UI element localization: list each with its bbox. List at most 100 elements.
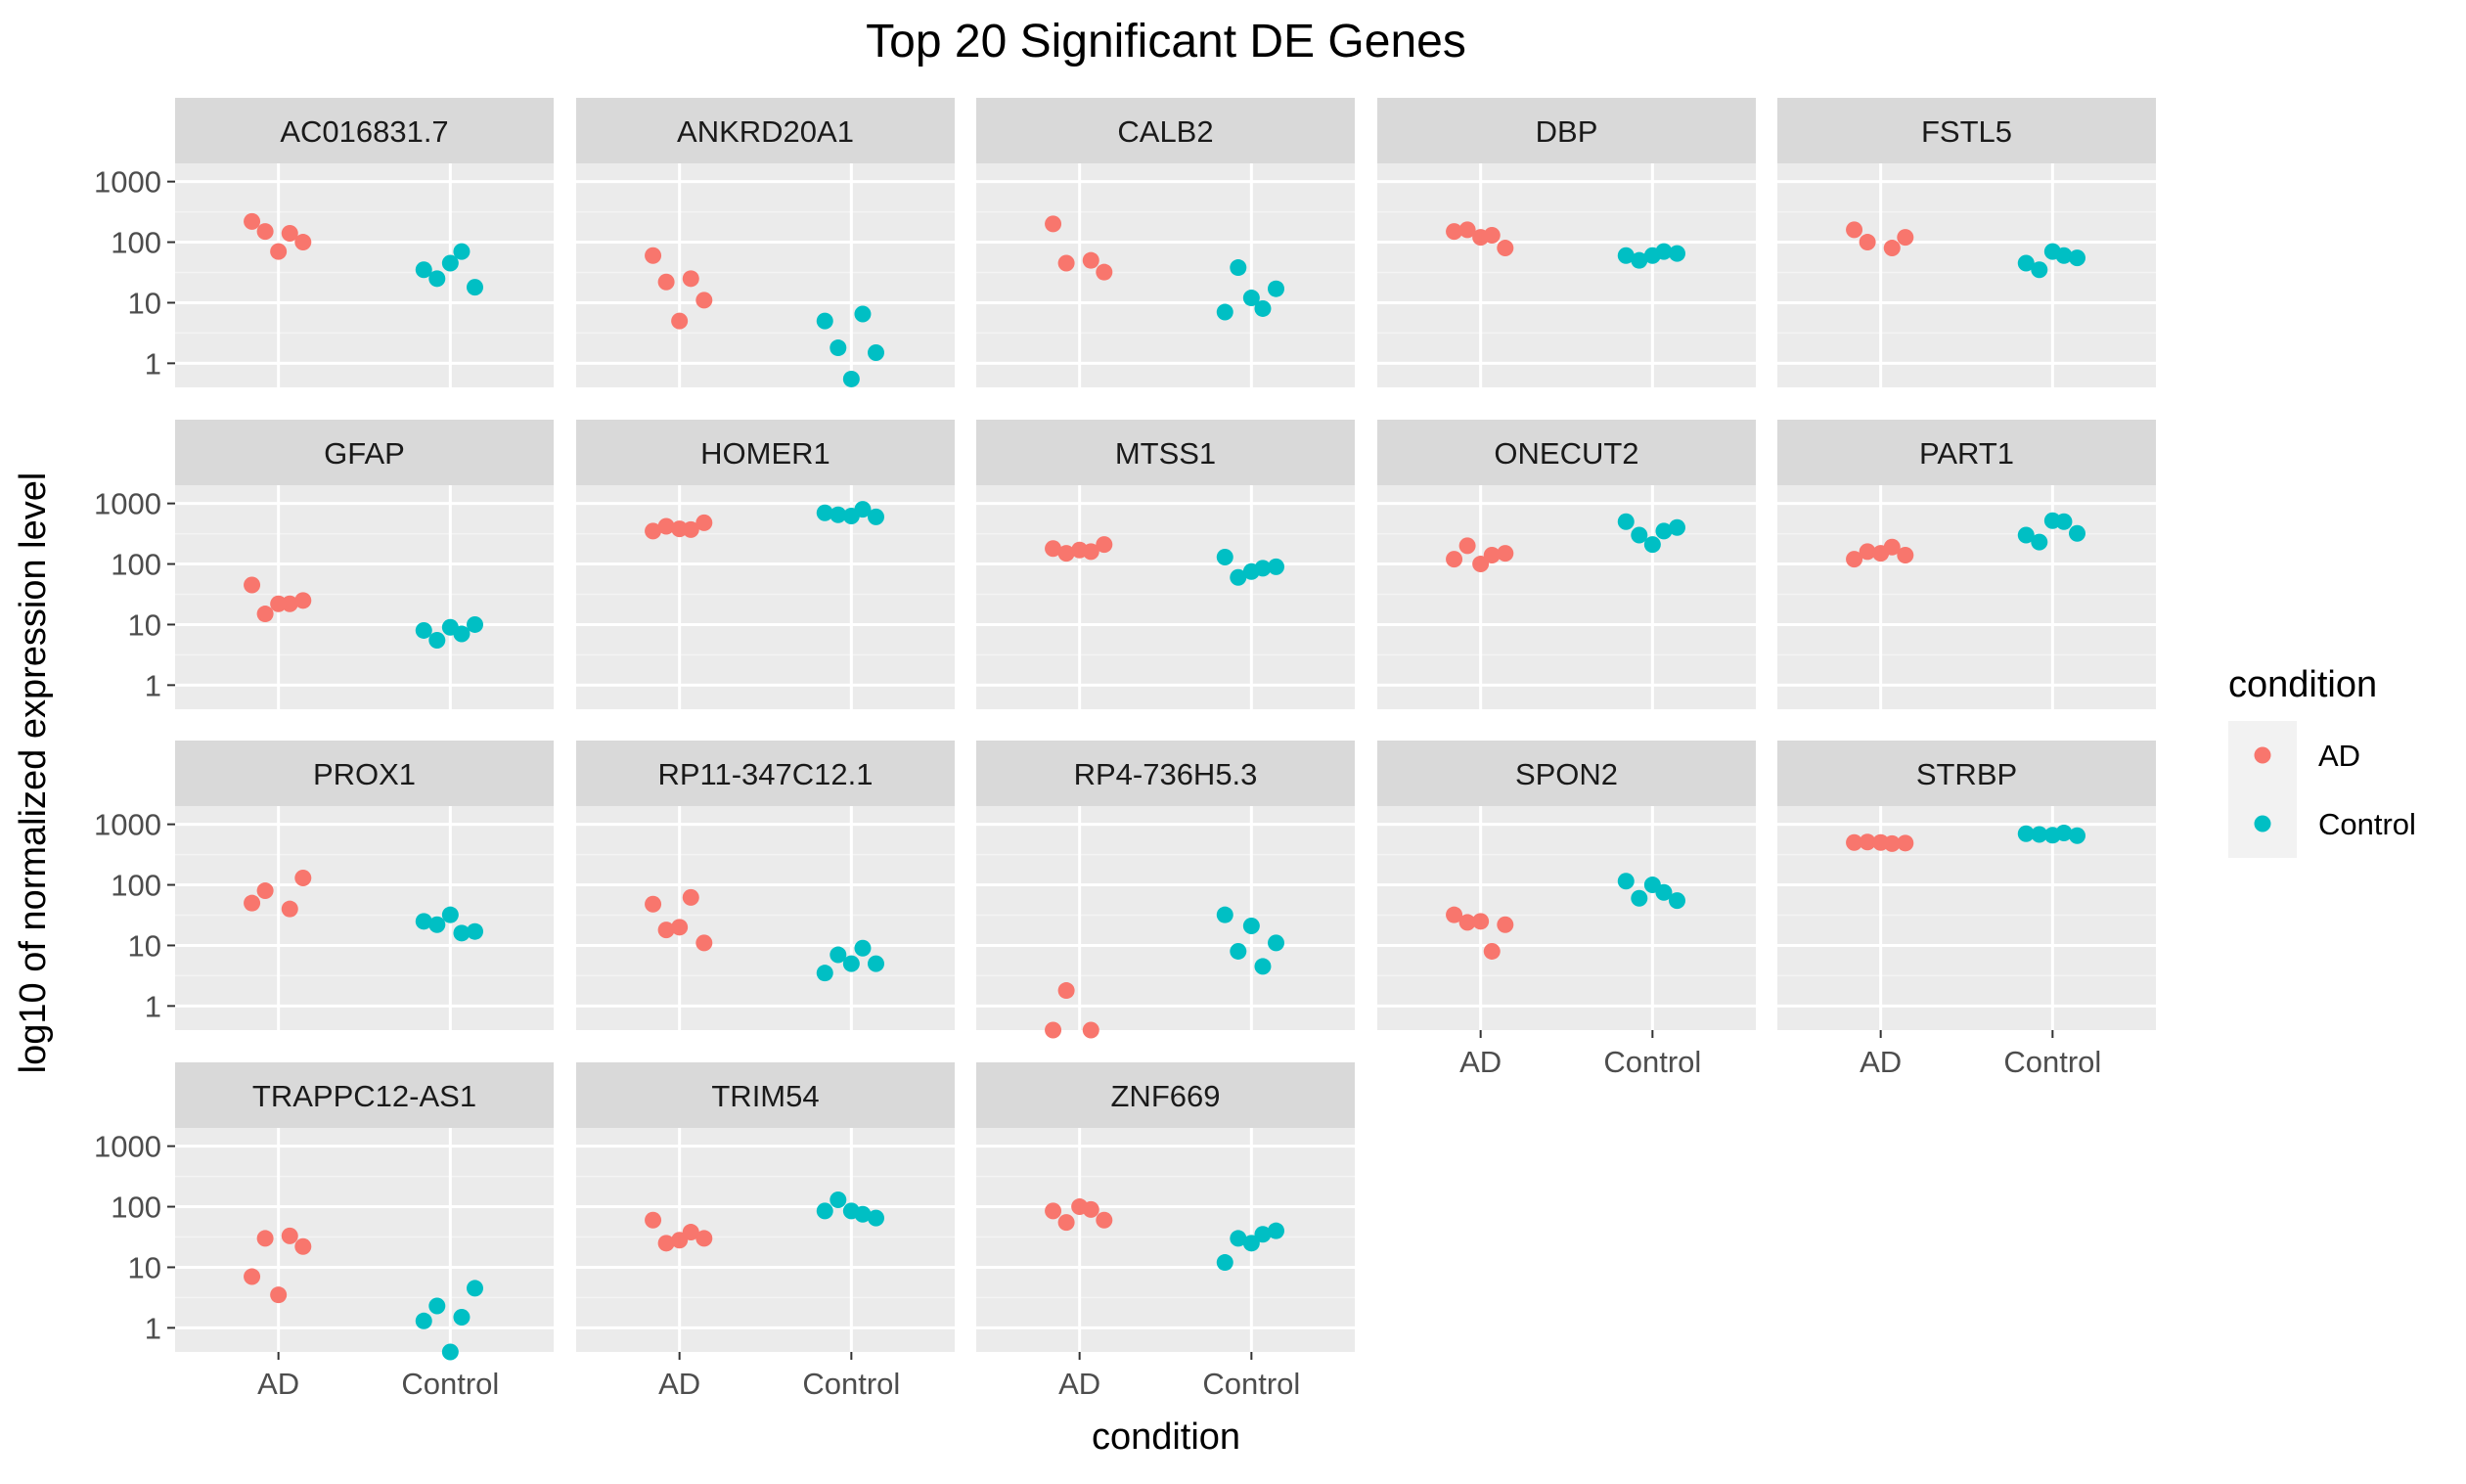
plot-background <box>576 163 955 387</box>
data-point-ad <box>1071 541 1089 559</box>
data-point-control <box>842 1202 860 1220</box>
data-point-ad <box>657 273 675 291</box>
data-point-control <box>441 254 459 272</box>
facet-strip <box>175 420 554 485</box>
facet-homer1: HOMER1 <box>576 420 955 709</box>
x-tick-label: Control <box>401 1367 499 1401</box>
plot-background <box>976 163 1355 387</box>
data-point-ad <box>256 882 274 900</box>
facet-onecut2: ONECUT2 <box>1377 420 1756 709</box>
data-point-ad <box>1859 543 1876 561</box>
facet-strip <box>175 1062 554 1128</box>
plot-background <box>1377 485 1756 709</box>
facet-strip <box>175 98 554 163</box>
y-tick-label: 1 <box>145 346 161 381</box>
data-point-control <box>1216 548 1233 565</box>
plot-background <box>1777 806 2156 1030</box>
x-tick-label: AD <box>658 1367 700 1401</box>
facet-strip-label: PROX1 <box>313 757 416 791</box>
plot-background <box>576 806 955 1030</box>
data-point-control <box>441 906 459 923</box>
legend-key-point <box>2254 815 2271 832</box>
data-point-ad <box>244 894 261 912</box>
y-tick-label: 10 <box>128 286 161 320</box>
data-point-ad <box>657 517 675 535</box>
data-point-control <box>816 965 833 982</box>
facet-strip-label: TRIM54 <box>711 1079 819 1113</box>
data-point-ad <box>1472 913 1490 930</box>
plot-background <box>1777 485 2156 709</box>
data-point-ad <box>671 312 689 330</box>
data-point-control <box>428 1297 446 1315</box>
data-point-control <box>1643 247 1661 264</box>
data-point-ad <box>1096 536 1113 554</box>
data-point-control <box>453 924 471 942</box>
data-point-control <box>467 1280 484 1297</box>
data-point-control <box>1254 1226 1272 1243</box>
facet-rp11-347c12.1: RP11-347C12.1 <box>576 741 955 1030</box>
data-point-control <box>415 1312 432 1329</box>
facet-strip-label: STRBP <box>1916 757 2017 791</box>
data-point-control <box>1216 303 1233 321</box>
y-tick-label: 1000 <box>94 808 161 842</box>
y-axis-title: log10 of normalized expression level <box>13 472 54 1074</box>
data-point-ad <box>256 606 274 623</box>
x-tick-label: Control <box>802 1367 900 1401</box>
plot-background <box>576 485 955 709</box>
facet-strip <box>576 1062 955 1128</box>
y-tick-label: 1000 <box>94 487 161 521</box>
facet-strip-label: ANKRD20A1 <box>677 114 854 149</box>
data-point-control <box>1631 889 1648 907</box>
facet-strip <box>976 741 1355 806</box>
data-point-control <box>453 243 471 260</box>
data-point-ad <box>244 1268 261 1285</box>
data-point-ad <box>294 234 312 251</box>
data-point-ad <box>1071 1198 1089 1216</box>
x-tick-label: Control <box>1603 1045 1701 1079</box>
facet-strip-label: RP4-736H5.3 <box>1074 757 1258 791</box>
data-point-ad <box>1846 221 1863 239</box>
data-point-control <box>1669 245 1686 262</box>
data-point-control <box>868 508 885 525</box>
plot-background <box>1377 163 1756 387</box>
data-point-control <box>1643 877 1661 894</box>
data-point-control <box>829 1191 847 1208</box>
data-point-control <box>1631 526 1648 544</box>
data-point-ad <box>1472 556 1490 573</box>
data-point-ad <box>256 1230 274 1247</box>
data-point-control <box>2017 526 2035 544</box>
data-point-control <box>842 955 860 972</box>
facet-strip-label: FSTL5 <box>1921 114 2012 149</box>
data-point-control <box>1216 1254 1233 1272</box>
data-point-ad <box>270 243 288 260</box>
data-point-ad <box>1872 833 1890 851</box>
data-point-ad <box>244 576 261 594</box>
chart-title: Top 20 Significant DE Genes <box>866 16 1466 67</box>
data-point-ad <box>671 520 689 538</box>
plot-background <box>175 163 554 387</box>
data-point-control <box>868 1209 885 1227</box>
data-point-control <box>1254 958 1272 975</box>
plot-background <box>576 1128 955 1352</box>
data-point-control <box>1242 290 1260 307</box>
data-point-ad <box>695 514 713 531</box>
data-point-ad <box>1859 833 1876 851</box>
data-point-control <box>854 305 872 323</box>
facet-strip-label: TRAPPC12-AS1 <box>252 1079 476 1113</box>
facet-strip-label: GFAP <box>324 436 405 471</box>
data-point-control <box>428 916 446 933</box>
data-point-control <box>1268 280 1285 297</box>
data-point-ad <box>695 292 713 309</box>
data-point-control <box>829 339 847 357</box>
data-point-control <box>1268 934 1285 952</box>
facet-znf669: ZNF669 AD Control <box>976 1062 1355 1401</box>
data-point-ad <box>1872 545 1890 562</box>
data-point-control <box>842 507 860 524</box>
data-point-control <box>2017 825 2035 842</box>
facet-trim54: TRIM54 AD Control <box>576 1062 955 1401</box>
facet-mtss1: MTSS1 <box>976 420 1355 709</box>
plot-background <box>976 485 1355 709</box>
data-point-ad <box>695 934 713 952</box>
facet-strip <box>976 420 1355 485</box>
data-point-control <box>816 1202 833 1220</box>
